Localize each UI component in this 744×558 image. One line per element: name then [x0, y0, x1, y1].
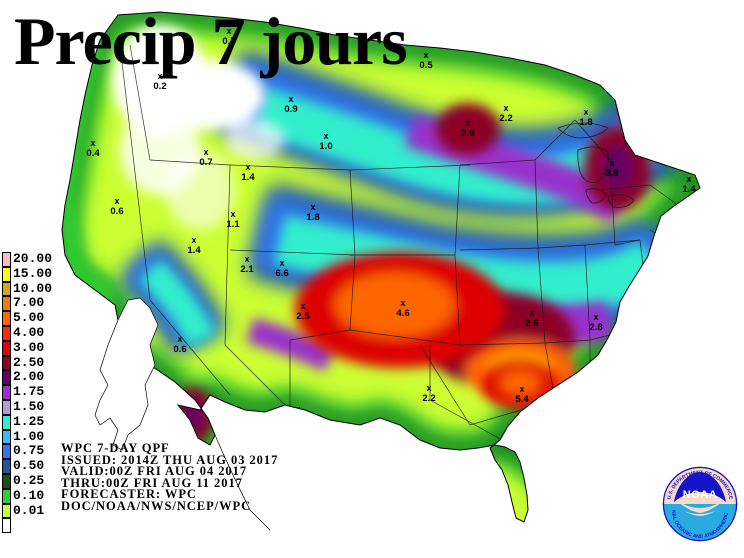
svg-text:NOAA: NOAA [683, 489, 717, 501]
svg-text:x: x [90, 138, 95, 148]
svg-text:x: x [279, 258, 284, 268]
svg-text:x: x [245, 162, 250, 172]
svg-text:x: x [609, 158, 614, 168]
svg-text:x: x [519, 384, 524, 394]
svg-text:2.6: 2.6 [525, 318, 538, 329]
svg-text:1.4: 1.4 [241, 172, 255, 183]
svg-text:x: x [323, 131, 328, 141]
svg-text:1.8: 1.8 [306, 212, 319, 223]
svg-text:0.6: 0.6 [110, 206, 123, 217]
svg-text:1.4: 1.4 [682, 184, 696, 195]
svg-text:x: x [300, 301, 305, 311]
svg-text:3.9: 3.9 [605, 168, 618, 179]
svg-text:0.6: 0.6 [173, 344, 186, 355]
svg-text:x: x [191, 235, 196, 245]
svg-text:x: x [645, 274, 650, 284]
svg-text:x: x [465, 118, 470, 128]
svg-text:x: x [423, 50, 428, 60]
svg-text:4.7: 4.7 [641, 284, 654, 295]
svg-text:1.4: 1.4 [661, 100, 675, 111]
svg-text:3.3: 3.3 [217, 423, 230, 434]
svg-text:0.2: 0.2 [153, 81, 166, 92]
svg-text:x: x [613, 401, 618, 411]
svg-text:x: x [686, 174, 691, 184]
svg-text:x: x [583, 107, 588, 117]
svg-text:1.9: 1.9 [615, 87, 628, 98]
svg-text:2.1: 2.1 [240, 264, 254, 275]
svg-text:0.4: 0.4 [86, 148, 100, 159]
svg-text:x: x [310, 202, 315, 212]
svg-text:2.2: 2.2 [499, 113, 512, 124]
svg-text:x: x [244, 254, 249, 264]
svg-text:x: x [529, 308, 534, 318]
svg-text:1.8: 1.8 [579, 117, 592, 128]
svg-text:1.1: 1.1 [226, 219, 240, 230]
svg-text:x: x [400, 298, 405, 308]
svg-text:1.4: 1.4 [187, 245, 201, 256]
svg-text:1.0: 1.0 [319, 141, 332, 152]
svg-text:x: x [426, 383, 431, 393]
svg-text:1.1: 1.1 [609, 411, 623, 422]
svg-text:0.7: 0.7 [199, 157, 212, 168]
svg-text:2.8: 2.8 [589, 322, 602, 333]
svg-text:0.5: 0.5 [419, 60, 433, 71]
svg-text:0.9: 0.9 [284, 104, 297, 115]
svg-text:x: x [230, 209, 235, 219]
svg-text:x: x [221, 413, 226, 423]
svg-text:x: x [503, 103, 508, 113]
svg-text:x: x [593, 312, 598, 322]
svg-text:2.5: 2.5 [296, 311, 310, 322]
svg-text:x: x [114, 196, 119, 206]
svg-text:2.2: 2.2 [422, 393, 435, 404]
svg-text:x: x [177, 334, 182, 344]
svg-text:4.6: 4.6 [396, 308, 409, 319]
svg-text:1.3: 1.3 [291, 414, 304, 425]
svg-text:6.6: 6.6 [275, 268, 288, 279]
svg-text:x: x [619, 77, 624, 87]
svg-text:5.4: 5.4 [515, 394, 529, 405]
svg-text:x: x [665, 90, 670, 100]
svg-text:2.9: 2.9 [461, 128, 474, 139]
svg-text:x: x [203, 147, 208, 157]
svg-text:x: x [288, 94, 293, 104]
